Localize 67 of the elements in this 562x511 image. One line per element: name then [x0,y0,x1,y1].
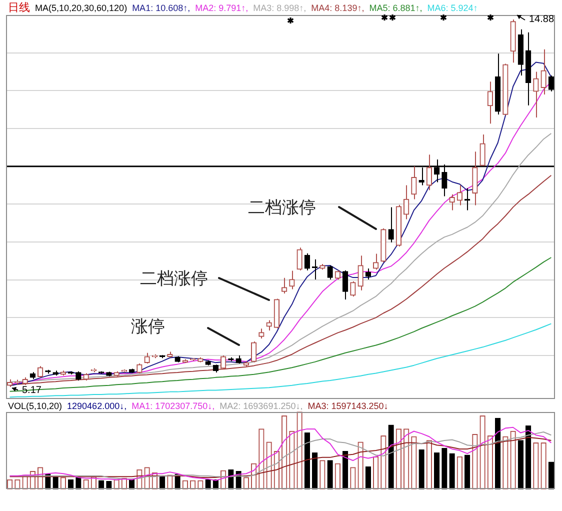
bar [548,462,554,490]
bar [442,448,448,490]
bar [304,432,310,490]
bar [52,476,58,490]
candlestick [136,362,142,374]
bar [434,452,440,490]
bar [525,426,532,490]
bar [76,477,82,490]
bar [327,460,333,490]
text: MA2: 9.791↑, [195,3,248,13]
bar [228,469,234,490]
chart-subtitle: 1290462.000↓, [67,401,127,411]
candlestick [403,184,410,220]
candlestick [289,270,295,290]
candlestick [266,320,272,332]
candlestick [258,328,264,339]
annotation: 14.88 [529,14,554,25]
candlestick [220,354,226,370]
legend-title: MA(5,10,20,30,60,120) [35,3,128,13]
bar [464,454,470,490]
candlestick [37,366,44,378]
text: MA6: 5.924↑ [427,3,478,13]
candlestick [327,264,333,280]
bar [518,440,524,490]
text: MA3: 8.998↑, [253,3,306,13]
candlestick [144,352,150,364]
candlestick [281,277,288,294]
bar [205,479,211,490]
bar [68,479,74,490]
candlestick [449,194,455,211]
chart-title: 日线 [8,2,30,14]
candlestick [388,206,394,243]
candlestick [250,340,257,363]
candlestick [480,134,486,166]
text: MA4: 8.139↑, [311,3,364,13]
annotation: 二档涨停 [248,198,316,218]
candlestick [342,270,348,300]
candlestick [296,247,302,271]
candlestick [365,268,372,280]
annotation: 涨停 [131,317,165,337]
candlestick [487,81,494,124]
candlestick [456,184,463,206]
candlestick [540,48,546,95]
text: MA2: 1693691.250↓, [220,401,303,411]
bar [388,424,394,490]
candlestick [358,255,364,291]
candlestick [426,154,432,191]
candlestick [548,75,554,92]
candlestick [304,252,310,271]
candlestick [334,270,341,280]
text: MA1: 10.608↑, [132,3,190,13]
text: MA5: 6.881↑, [369,3,422,13]
candlestick [372,253,379,270]
bar [159,476,166,490]
candlestick [350,280,356,297]
chart-title: VOL(5,10,20) [8,401,62,411]
candlestick [533,71,539,118]
bar [494,418,501,490]
bar [312,452,318,490]
candlestick [411,166,417,200]
annotation: 二档涨停 [140,269,208,289]
bar [128,479,135,490]
text: MA3: 1597143.250↓ [308,401,388,411]
bar [365,466,372,490]
text: MA1: 1702307.750↓, [132,401,215,411]
bar [449,453,455,490]
bar [418,449,424,490]
